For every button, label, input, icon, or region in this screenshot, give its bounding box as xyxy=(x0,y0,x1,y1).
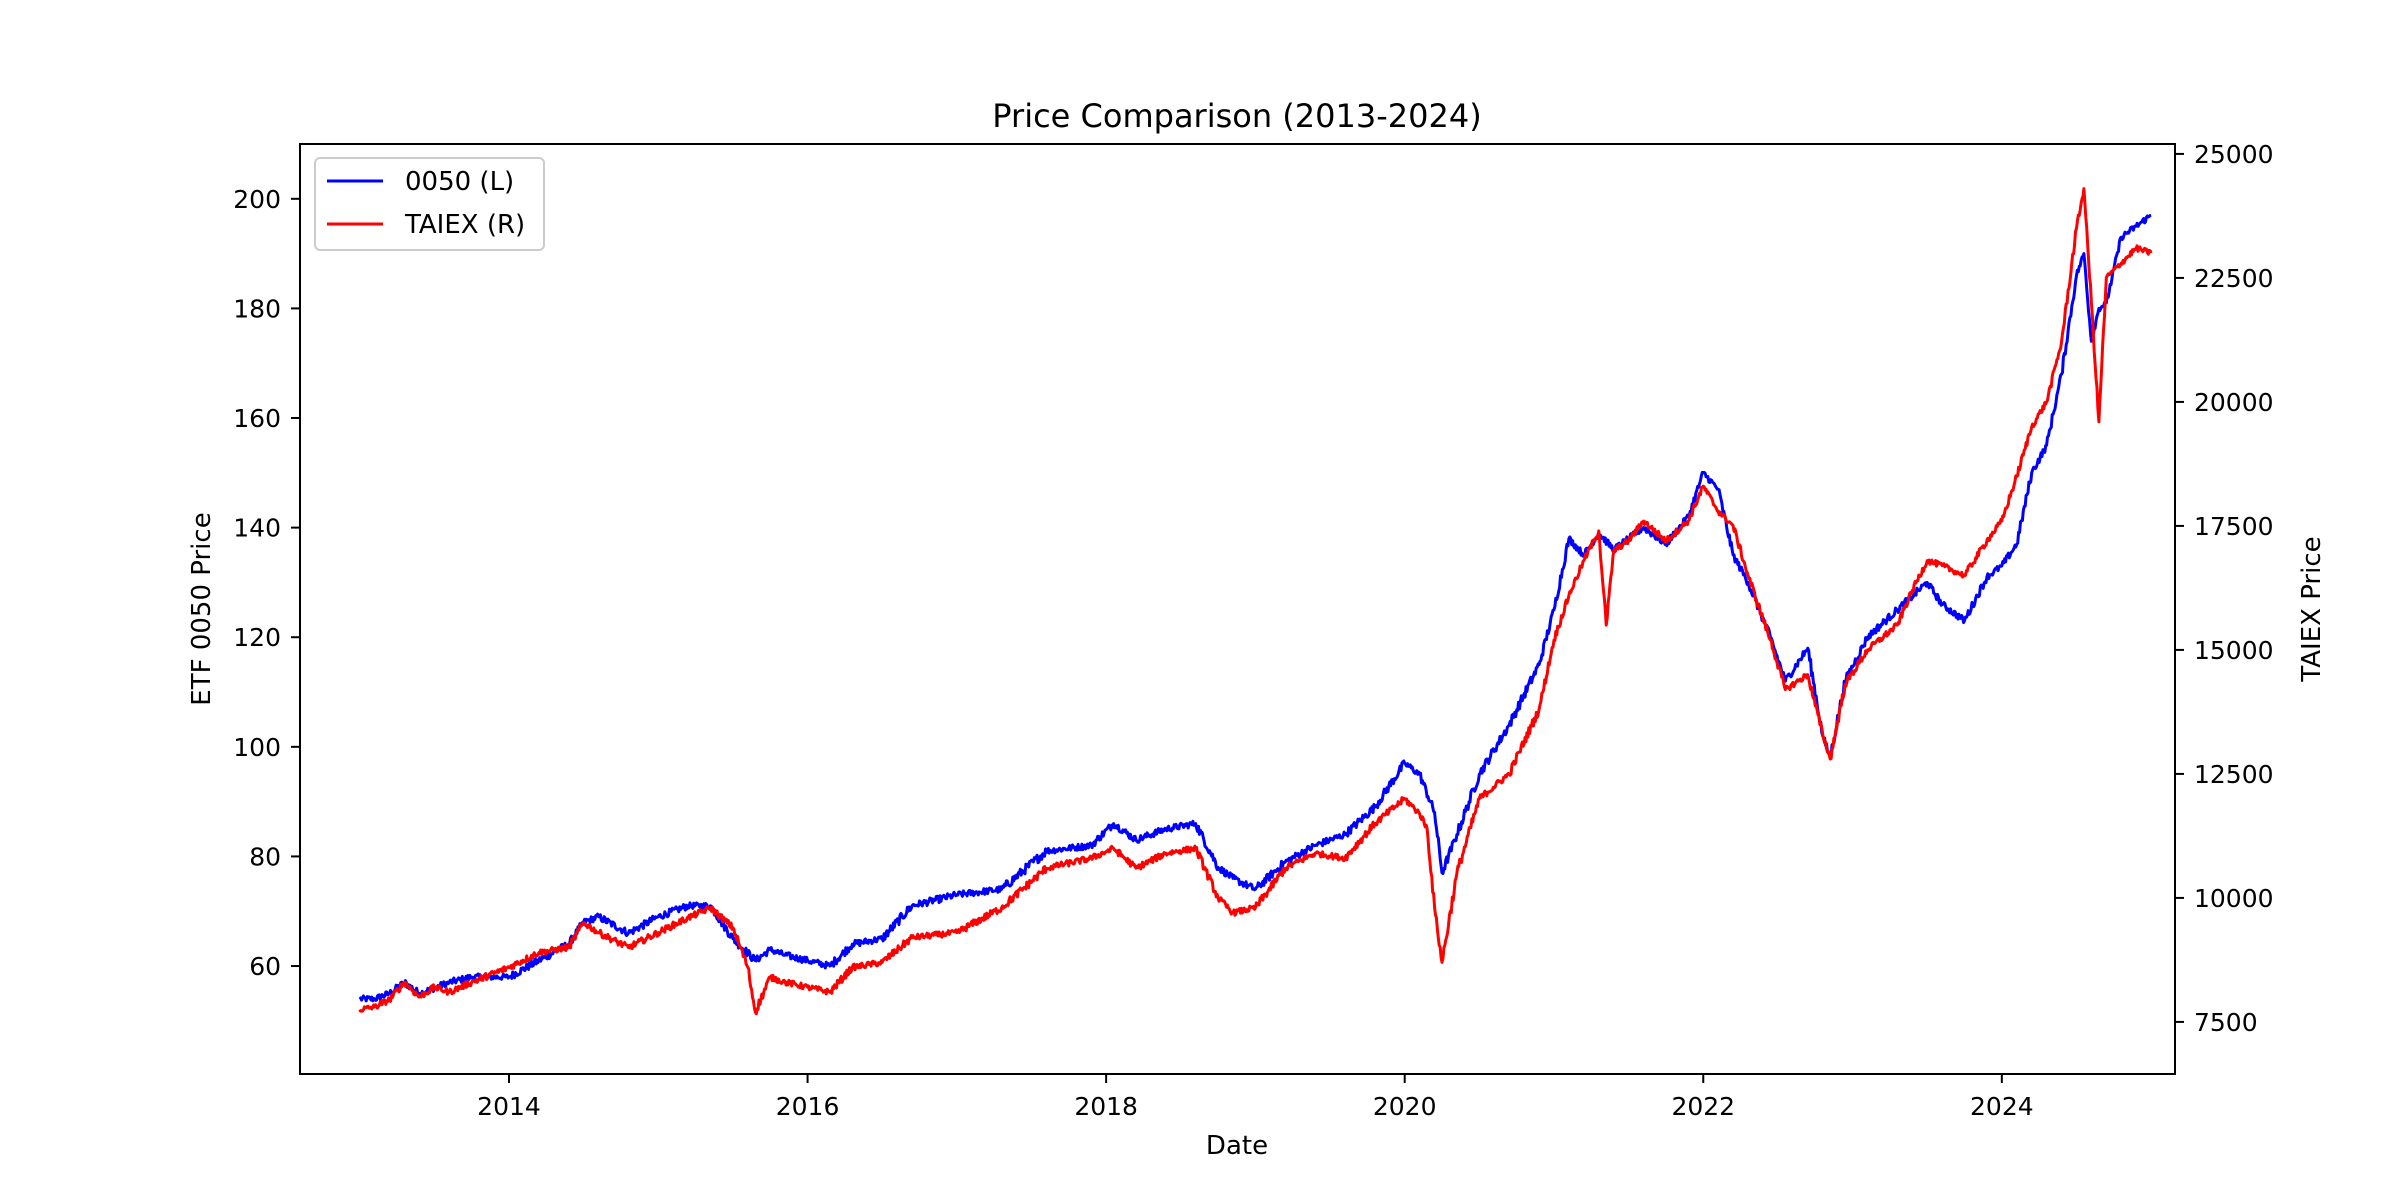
x-tick-label: 2014 xyxy=(477,1092,541,1121)
right-y-axis-label: TAIEX Price xyxy=(2297,536,2327,682)
y2-tick-label: 12500 xyxy=(2194,760,2274,789)
legend-label-0050: 0050 (L) xyxy=(405,167,514,197)
left-y-axis: 60 80 100 120 140 160 180 200 xyxy=(233,185,300,981)
x-tick-label: 2018 xyxy=(1074,1092,1138,1121)
x-tick-label: 2024 xyxy=(1970,1092,2034,1121)
legend-label-taiex: TAIEX (R) xyxy=(404,210,525,240)
y-tick-label: 120 xyxy=(233,623,281,652)
series-line-taiex xyxy=(358,187,2153,1016)
y-tick-label: 180 xyxy=(233,294,281,323)
y2-tick-label: 22500 xyxy=(2194,264,2274,293)
y2-tick-label: 10000 xyxy=(2194,884,2274,913)
x-tick-label: 2020 xyxy=(1373,1092,1437,1121)
y2-tick-label: 7500 xyxy=(2194,1008,2258,1037)
y2-tick-label: 20000 xyxy=(2194,388,2274,417)
legend: 0050 (L) TAIEX (R) xyxy=(314,157,545,251)
x-axis: 2014 2016 2018 2020 2022 2024 xyxy=(477,1074,2034,1121)
plot-frame xyxy=(299,143,2176,1075)
chart-title: Price Comparison (2013-2024) xyxy=(992,97,1481,135)
right-y-axis: 7500 10000 12500 15000 17500 20000 22500 25000 xyxy=(2175,140,2274,1037)
left-y-axis-label: ETF 0050 Price xyxy=(187,512,217,705)
y-tick-label: 100 xyxy=(233,733,281,762)
y-tick-label: 140 xyxy=(233,514,281,543)
x-axis-label: Date xyxy=(1206,1131,1268,1161)
series-layer xyxy=(358,187,2153,1016)
series-line-0050 xyxy=(358,213,2152,1003)
y2-tick-label: 15000 xyxy=(2194,636,2274,665)
y2-tick-label: 17500 xyxy=(2194,512,2274,541)
x-tick-label: 2022 xyxy=(1671,1092,1735,1121)
y-tick-label: 160 xyxy=(233,404,281,433)
y-tick-label: 80 xyxy=(249,842,281,871)
y-tick-label: 200 xyxy=(233,185,281,214)
y-tick-label: 60 xyxy=(249,952,281,981)
y2-tick-label: 25000 xyxy=(2194,140,2274,169)
x-tick-label: 2016 xyxy=(776,1092,840,1121)
